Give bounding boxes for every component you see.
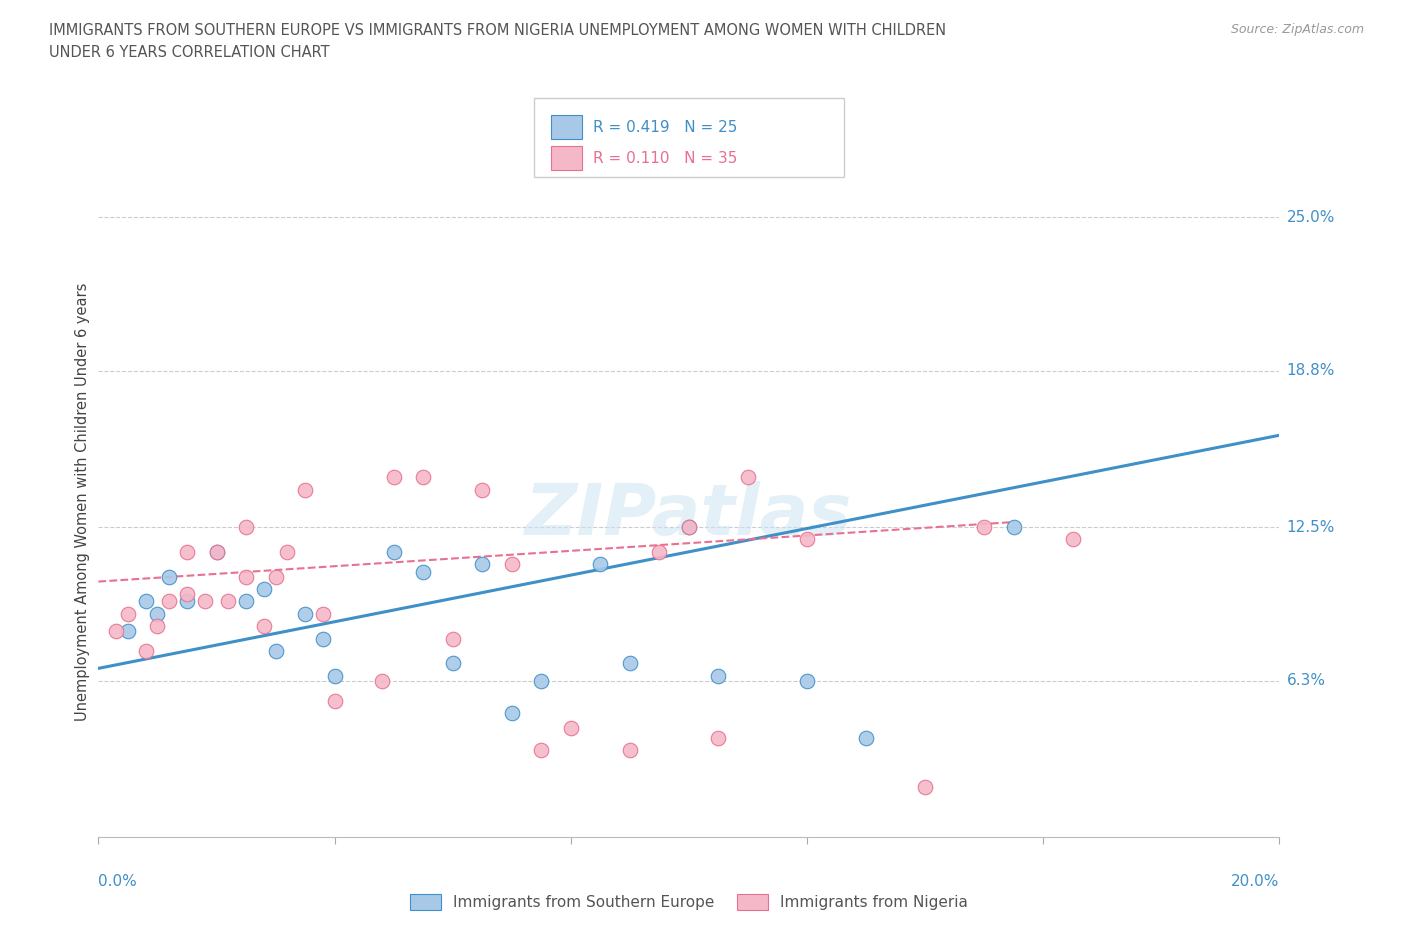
Text: 18.8%: 18.8%: [1286, 364, 1334, 379]
Text: UNDER 6 YEARS CORRELATION CHART: UNDER 6 YEARS CORRELATION CHART: [49, 45, 330, 60]
Text: 20.0%: 20.0%: [1232, 874, 1279, 889]
Point: [471, 483, 494, 498]
Point: [194, 594, 217, 609]
Point: [619, 656, 641, 671]
Text: 6.3%: 6.3%: [1286, 673, 1326, 688]
Point: [176, 594, 198, 609]
Point: [371, 673, 394, 688]
Point: [146, 606, 169, 621]
Point: [560, 721, 582, 736]
Point: [471, 557, 494, 572]
Point: [648, 544, 671, 559]
Point: [176, 587, 198, 602]
Point: [441, 656, 464, 671]
Point: [619, 743, 641, 758]
Point: [678, 520, 700, 535]
Legend: Immigrants from Southern Europe, Immigrants from Nigeria: Immigrants from Southern Europe, Immigra…: [404, 887, 974, 916]
Point: [796, 673, 818, 688]
Point: [412, 470, 434, 485]
Point: [501, 706, 523, 721]
Point: [973, 520, 995, 535]
Point: [205, 544, 228, 559]
Point: [235, 569, 257, 584]
Point: [382, 544, 405, 559]
Text: 25.0%: 25.0%: [1286, 209, 1334, 224]
Point: [312, 631, 335, 646]
Point: [205, 544, 228, 559]
Point: [276, 544, 298, 559]
Point: [441, 631, 464, 646]
Point: [146, 618, 169, 633]
Point: [135, 644, 157, 658]
Point: [707, 669, 730, 684]
Point: [235, 594, 257, 609]
Point: [157, 569, 180, 584]
Text: 12.5%: 12.5%: [1286, 520, 1334, 535]
Text: IMMIGRANTS FROM SOUTHERN EUROPE VS IMMIGRANTS FROM NIGERIA UNEMPLOYMENT AMONG WO: IMMIGRANTS FROM SOUTHERN EUROPE VS IMMIG…: [49, 23, 946, 38]
Point: [855, 730, 877, 745]
Point: [530, 743, 553, 758]
Point: [294, 606, 316, 621]
Point: [135, 594, 157, 609]
Point: [312, 606, 335, 621]
Point: [796, 532, 818, 547]
Point: [1002, 520, 1025, 535]
Point: [235, 520, 257, 535]
Point: [157, 594, 180, 609]
Point: [530, 673, 553, 688]
Point: [323, 669, 346, 684]
Point: [117, 606, 139, 621]
Text: 0.0%: 0.0%: [98, 874, 138, 889]
Point: [253, 618, 276, 633]
Point: [264, 644, 287, 658]
Point: [737, 470, 759, 485]
Point: [323, 693, 346, 708]
Point: [253, 581, 276, 596]
Point: [1062, 532, 1084, 547]
Text: R = 0.419   N = 25: R = 0.419 N = 25: [593, 120, 738, 135]
Point: [105, 624, 128, 639]
Point: [176, 544, 198, 559]
Point: [382, 470, 405, 485]
Point: [707, 730, 730, 745]
Text: Source: ZipAtlas.com: Source: ZipAtlas.com: [1230, 23, 1364, 36]
Point: [589, 557, 612, 572]
Point: [117, 624, 139, 639]
Point: [914, 780, 936, 795]
Y-axis label: Unemployment Among Women with Children Under 6 years: Unemployment Among Women with Children U…: [75, 283, 90, 722]
Text: R = 0.110   N = 35: R = 0.110 N = 35: [593, 151, 738, 166]
Point: [501, 557, 523, 572]
Point: [264, 569, 287, 584]
Text: ZIPatlas: ZIPatlas: [526, 481, 852, 550]
Point: [217, 594, 239, 609]
Point: [294, 483, 316, 498]
Point: [412, 565, 434, 579]
Point: [678, 520, 700, 535]
